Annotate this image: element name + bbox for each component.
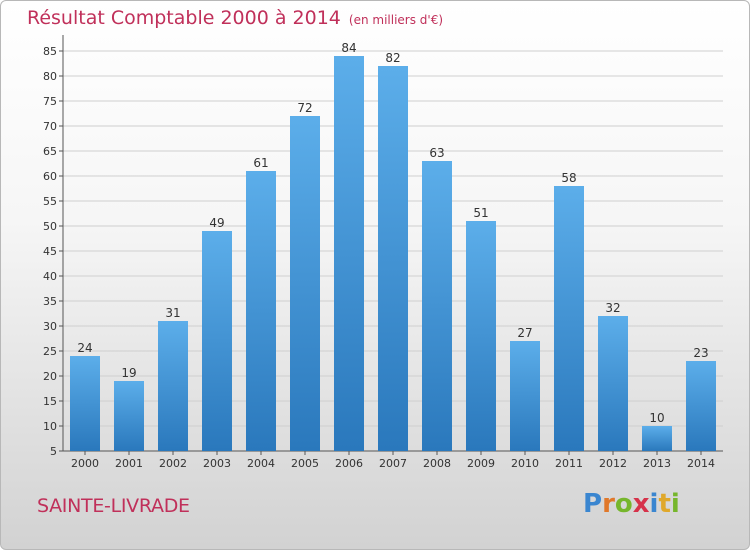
- x-tick-label: 2001: [115, 457, 143, 470]
- data-label: 31: [165, 306, 180, 320]
- y-tick-label: 25: [43, 345, 57, 358]
- y-tick-label: 55: [43, 195, 57, 208]
- data-label: 10: [649, 411, 664, 425]
- bar-2005: [290, 116, 320, 451]
- chart-title-text: Résultat Comptable 2000 à 2014: [27, 7, 341, 29]
- x-tick-label: 2008: [423, 457, 451, 470]
- logo-letter: i: [670, 489, 680, 519]
- x-tick-label: 2004: [247, 457, 275, 470]
- x-tick-label: 2003: [203, 457, 231, 470]
- logo-letter: t: [658, 489, 671, 519]
- y-tick-label: 50: [43, 220, 57, 233]
- bar-2013: [642, 426, 672, 451]
- x-tick-label: 2006: [335, 457, 363, 470]
- data-label: 24: [77, 341, 92, 355]
- data-label: 23: [693, 346, 708, 360]
- y-tick-label: 85: [43, 45, 57, 58]
- bar-2001: [114, 381, 144, 451]
- y-tick-label: 45: [43, 245, 57, 258]
- bar-2010: [510, 341, 540, 451]
- data-label: 61: [253, 156, 268, 170]
- y-tick-label: 35: [43, 295, 57, 308]
- data-label: 58: [561, 171, 576, 185]
- y-tick-label: 70: [43, 120, 57, 133]
- bar-2006: [334, 56, 364, 451]
- bar-2002: [158, 321, 188, 451]
- y-tick-label: 10: [43, 420, 57, 433]
- x-tick-label: 2011: [555, 457, 583, 470]
- data-label: 27: [517, 326, 532, 340]
- bar-2007: [378, 66, 408, 451]
- data-label: 51: [473, 206, 488, 220]
- logo-letter: r: [602, 489, 615, 519]
- chart-title: Résultat Comptable 2000 à 2014 (en millie…: [27, 7, 443, 29]
- data-label: 32: [605, 301, 620, 315]
- axes: 5 10 15 20 25 30 35 40 45 50 55 60 65 70 75 80 85 2000 200…: [43, 35, 723, 470]
- x-tick-label: 2014: [687, 457, 715, 470]
- data-label: 63: [429, 146, 444, 160]
- y-tick-label: 75: [43, 95, 57, 108]
- y-tick-label: 15: [43, 395, 57, 408]
- bar-2012: [598, 316, 628, 451]
- bar-2000: [70, 356, 100, 451]
- y-tick-label: 30: [43, 320, 57, 333]
- logo-letter: x: [632, 489, 650, 519]
- data-label: 49: [209, 216, 224, 230]
- bar-2004: [246, 171, 276, 451]
- bar-2014: [686, 361, 716, 451]
- y-tick-label: 65: [43, 145, 57, 158]
- y-tick-label: 5: [50, 445, 57, 458]
- y-tick-label: 40: [43, 270, 57, 283]
- x-tick-label: 2000: [71, 457, 99, 470]
- data-label: 19: [121, 366, 136, 380]
- x-tick-label: 2013: [643, 457, 671, 470]
- chart-subtitle: (en milliers d'€): [348, 13, 444, 27]
- y-tick-label: 80: [43, 70, 57, 83]
- data-label: 84: [341, 41, 356, 55]
- y-tick-label: 60: [43, 170, 57, 183]
- bar-2009: [466, 221, 496, 451]
- bars: 24 19 31 49 61 72 84 82 63 51 27 58 32 10 23: [70, 41, 716, 451]
- x-tick-label: 2012: [599, 457, 627, 470]
- logo-letter: o: [614, 489, 633, 519]
- bar-2011: [554, 186, 584, 451]
- bar-2008: [422, 161, 452, 451]
- logo-letter: i: [649, 489, 659, 519]
- x-tick-label: 2002: [159, 457, 187, 470]
- data-label: 82: [385, 51, 400, 65]
- x-tick-label: 2009: [467, 457, 495, 470]
- y-tick-label: 20: [43, 370, 57, 383]
- proxiti-logo[interactable]: Proxiti: [583, 489, 680, 519]
- x-tick-label: 2010: [511, 457, 539, 470]
- logo-letter: P: [583, 489, 603, 519]
- x-tick-label: 2007: [379, 457, 407, 470]
- place-name: SAINTE-LIVRADE: [37, 495, 190, 517]
- bar-2003: [202, 231, 232, 451]
- x-tick-label: 2005: [291, 457, 319, 470]
- data-label: 72: [297, 101, 312, 115]
